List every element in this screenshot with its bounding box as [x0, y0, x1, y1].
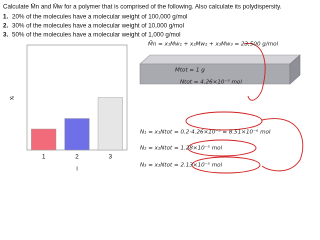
x-tick-label: 3 — [109, 154, 113, 161]
item-text: 30% of the molecules have a molecular we… — [12, 23, 184, 30]
note: Mtot = 1 g — [175, 68, 205, 74]
rod-illustration — [139, 54, 301, 85]
slide: Calculate M̄n and M̄w for a polymer that… — [3, 3, 304, 174]
item-text: 20% of the molecules have a molecular we… — [12, 14, 187, 21]
item-marker: 2. — [3, 23, 8, 30]
note: M̄n = x₁Mw₁ + x₂Mw₂ + x₃Mw₃ = 23,500 g/m… — [148, 40, 279, 47]
bar — [31, 128, 57, 151]
note: N₁ = x₁Ntot = 0.2·4.26×10⁻⁵ = 8.51×10⁻⁶ … — [140, 129, 271, 136]
x-tick-label: 1 — [42, 154, 46, 161]
item-text: 50% of the molecules have a molecular we… — [12, 32, 181, 39]
problem-intro: Calculate M̄n and M̄w for a polymer that… — [3, 4, 282, 11]
annotation-circles — [185, 43, 304, 174]
bar — [97, 97, 123, 151]
bar — [64, 118, 90, 151]
note: N₃ = x₃Ntot = 2.13×10⁻⁵ mol — [140, 162, 223, 169]
item-marker: 1. — [3, 14, 8, 21]
note: Ntot = 4.26×10⁻⁵ mol — [180, 79, 242, 86]
item-marker: 3. — [3, 32, 8, 39]
x-tick-label: 2 — [75, 154, 79, 161]
note: N₂ = x₂Ntot = 1.28×10⁻⁵ mol — [140, 145, 223, 152]
y-axis-label: xᵢ — [9, 96, 16, 100]
x-axis-label: i — [76, 166, 77, 173]
